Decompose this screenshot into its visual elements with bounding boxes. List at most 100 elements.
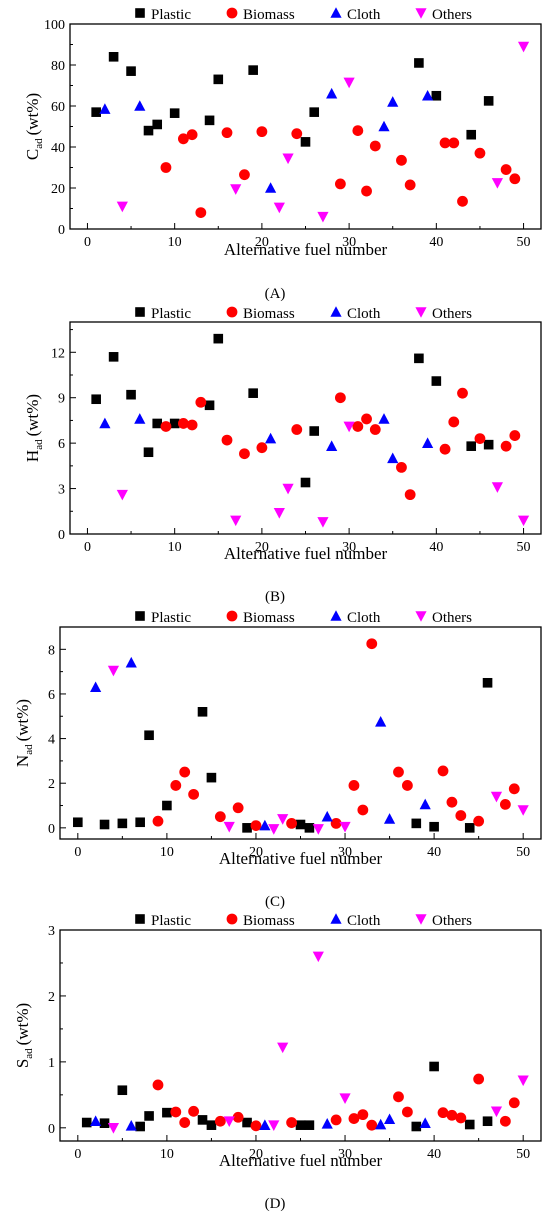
data-point-cloth xyxy=(265,432,277,444)
chart-panel-0: 0 10 20 30 40 50 0 20 40 60 80 100 Alternative fuel … xyxy=(23,7,542,302)
data-point-biomass xyxy=(160,421,172,432)
data-point-biomass xyxy=(369,424,381,435)
data-point-biomass xyxy=(291,128,303,140)
data-point-others xyxy=(517,1075,529,1087)
legend-marker-plastic xyxy=(135,8,145,18)
data-point-cloth xyxy=(419,1117,431,1128)
data-point-biomass xyxy=(352,421,364,432)
data-point-biomass xyxy=(437,765,449,777)
y-tick-label: 0 xyxy=(58,223,65,238)
data-point-others xyxy=(517,515,530,527)
data-point-others xyxy=(223,821,235,833)
data-point-plastic xyxy=(309,107,320,117)
data-point-others xyxy=(277,1042,289,1054)
y-tick-label: 4 xyxy=(48,733,55,748)
data-point-biomass xyxy=(214,811,226,823)
data-point-plastic xyxy=(204,400,215,411)
data-point-cloth xyxy=(422,437,434,448)
data-point-others xyxy=(490,791,503,803)
data-point-biomass xyxy=(177,133,189,145)
plot-frame xyxy=(69,23,542,230)
plot-frame xyxy=(69,321,542,535)
data-point-cloth xyxy=(259,819,271,831)
data-point-plastic xyxy=(135,817,145,828)
legend-label-biomass: Biomass xyxy=(243,610,295,626)
x-tick-label: 10 xyxy=(168,235,182,250)
data-point-biomass xyxy=(448,416,460,428)
data-point-plastic xyxy=(169,418,180,429)
data-point-plastic xyxy=(464,823,475,833)
data-point-others xyxy=(517,805,529,816)
data-point-plastic xyxy=(248,65,258,75)
x-tick-label: 30 xyxy=(342,540,356,555)
data-point-plastic xyxy=(309,426,320,436)
panel-label: (C) xyxy=(265,894,285,910)
data-point-plastic xyxy=(295,819,306,830)
y-tick-label: 20 xyxy=(51,182,65,197)
plot-frame xyxy=(59,929,542,1142)
x-tick-label: 0 xyxy=(74,1147,81,1162)
data-point-biomass xyxy=(439,137,451,149)
data-point-biomass xyxy=(357,1109,369,1121)
data-point-biomass xyxy=(177,418,189,429)
data-point-plastic xyxy=(304,1120,315,1130)
x-tick-label: 40 xyxy=(427,845,441,860)
data-point-plastic xyxy=(117,1085,128,1096)
data-point-biomass xyxy=(473,815,485,827)
y-tick-label: 9 xyxy=(58,392,65,407)
data-point-biomass xyxy=(232,802,244,814)
legend-marker-biomass xyxy=(226,610,238,622)
data-point-biomass xyxy=(232,1111,244,1123)
legend-label-plastic: Plastic xyxy=(151,306,191,322)
data-point-biomass xyxy=(499,1115,511,1127)
data-point-others xyxy=(491,178,503,189)
data-point-plastic xyxy=(91,107,101,117)
data-point-plastic xyxy=(73,817,83,828)
data-point-biomass xyxy=(366,638,378,650)
data-point-plastic xyxy=(300,137,311,147)
data-point-biomass xyxy=(361,185,372,197)
data-point-biomass xyxy=(396,154,407,166)
panel-label: (B) xyxy=(265,589,285,605)
legend-label-biomass: Biomass xyxy=(243,913,295,929)
data-point-plastic xyxy=(466,441,477,451)
legend-label-biomass: Biomass xyxy=(243,7,295,23)
data-point-biomass xyxy=(256,126,268,138)
data-point-biomass xyxy=(188,788,200,800)
x-tick-label: 10 xyxy=(160,845,174,860)
data-point-others xyxy=(282,153,294,165)
chart-panel-2: 0 10 20 30 40 50 0 2 4 6 8 Alternative fuel number N… xyxy=(13,610,542,910)
data-point-cloth xyxy=(383,813,396,824)
data-point-others xyxy=(230,184,242,195)
data-point-biomass xyxy=(393,1091,404,1103)
data-point-biomass xyxy=(186,419,198,431)
x-tick-label: 30 xyxy=(338,1147,352,1162)
data-point-biomass xyxy=(473,1073,485,1085)
data-point-others xyxy=(282,483,294,495)
data-point-plastic xyxy=(117,818,128,829)
data-point-plastic xyxy=(242,823,252,833)
data-point-others xyxy=(317,517,329,528)
legend-marker-biomass xyxy=(226,306,238,318)
data-point-biomass xyxy=(250,820,262,832)
data-point-biomass xyxy=(352,125,364,136)
data-point-biomass xyxy=(160,162,172,173)
y-tick-label: 2 xyxy=(48,777,55,792)
data-point-others xyxy=(343,77,355,89)
data-point-plastic xyxy=(108,52,119,62)
data-point-plastic xyxy=(126,389,136,400)
data-point-cloth xyxy=(134,413,146,424)
data-point-others xyxy=(491,482,503,493)
data-point-cloth xyxy=(419,798,431,810)
data-point-plastic xyxy=(482,1116,493,1127)
data-point-plastic xyxy=(99,1118,110,1128)
y-tick-label: 0 xyxy=(48,822,55,837)
legend-label-biomass: Biomass xyxy=(243,306,295,322)
legend-marker-others xyxy=(415,307,427,318)
data-point-plastic xyxy=(431,90,442,101)
data-point-biomass xyxy=(152,815,164,827)
data-point-plastic xyxy=(466,129,477,140)
data-point-others xyxy=(268,824,280,835)
data-point-others xyxy=(107,665,120,677)
